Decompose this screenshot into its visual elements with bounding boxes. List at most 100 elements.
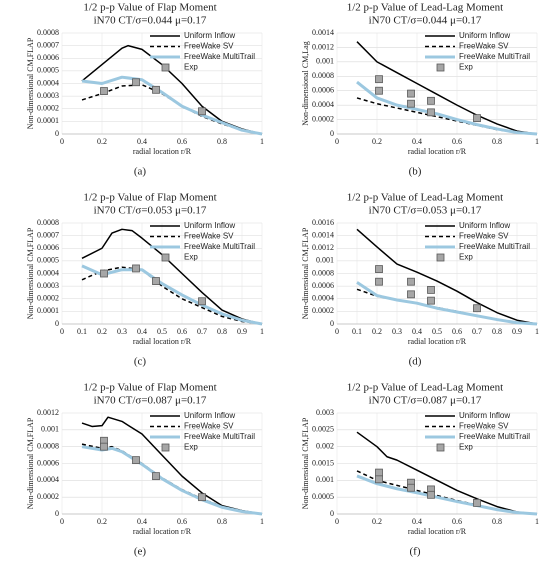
x-tick-label: 0.2 bbox=[97, 137, 107, 146]
exp-point bbox=[375, 277, 383, 286]
exp-point bbox=[132, 264, 140, 273]
y-tick-label: 0.0003 bbox=[37, 281, 59, 290]
legend-label: Uniform Inflow bbox=[184, 31, 235, 40]
y-tick-label: 0 bbox=[55, 319, 59, 328]
chart-subtitle: iN70 CT/σ=0.087 μ=0.17 bbox=[94, 395, 207, 407]
y-tick-label: 0.0012 bbox=[312, 243, 334, 252]
exp-point bbox=[427, 108, 435, 117]
series-line bbox=[356, 97, 538, 135]
legend-label: FreeWake MultiTrail bbox=[184, 242, 255, 251]
exp-point bbox=[375, 265, 383, 273]
series-line bbox=[356, 431, 538, 515]
x-tick-label: 0.6 bbox=[452, 517, 462, 526]
y-tick-label: 0.0007 bbox=[37, 40, 59, 49]
legend-label: Exp bbox=[184, 63, 198, 72]
series-line bbox=[356, 41, 538, 135]
legend-label: FreeWake MultiTrail bbox=[459, 52, 530, 61]
x-tick-label: 0.8 bbox=[217, 327, 227, 336]
y-tick-label: 0.0012 bbox=[312, 42, 334, 51]
y-tick-label: 0.0012 bbox=[37, 408, 59, 417]
chart-title: 1/2 p-p Value of Lead-Lag Moment bbox=[347, 382, 504, 394]
x-tick-label: 0.4 bbox=[412, 137, 422, 146]
chart-title: 1/2 p-p Value of Lead-Lag Moment bbox=[347, 2, 504, 14]
chart-subtitle: iN70 CT/σ=0.053 μ=0.17 bbox=[94, 205, 207, 217]
x-tick-label: 0.4 bbox=[137, 327, 147, 336]
exp-point bbox=[427, 296, 435, 305]
x-axis-label: radial location r/R bbox=[133, 147, 192, 156]
exp-point bbox=[375, 468, 383, 477]
exp-point bbox=[407, 483, 415, 492]
exp-point bbox=[427, 490, 435, 499]
x-tick-label: 0.6 bbox=[177, 327, 187, 336]
legend-swatch bbox=[161, 253, 170, 262]
caption: (e) bbox=[134, 546, 147, 558]
exp-point bbox=[152, 472, 160, 481]
x-tick-label: 0.2 bbox=[372, 327, 382, 336]
y-tick-label: 0.0002 bbox=[312, 306, 334, 315]
y-tick-label: 0.0008 bbox=[37, 28, 59, 37]
exp-point bbox=[407, 99, 415, 108]
x-axis-label: radial location r/R bbox=[133, 337, 192, 346]
legend-label: Uniform Inflow bbox=[459, 221, 510, 230]
series-line bbox=[356, 281, 538, 326]
y-tick-label: 0.0004 bbox=[312, 294, 334, 303]
series-line bbox=[81, 445, 263, 516]
exp-point bbox=[132, 78, 140, 87]
y-tick-label: 0.0008 bbox=[312, 71, 334, 80]
chart-subtitle: iN70 CT/σ=0.053 μ=0.17 bbox=[369, 205, 482, 217]
x-tick-label: 0.6 bbox=[177, 137, 187, 146]
x-tick-label: 0.9 bbox=[237, 327, 247, 336]
x-axis-label: radial location r/R bbox=[133, 527, 192, 536]
legend-label: Exp bbox=[459, 253, 473, 262]
legend-label: Exp bbox=[184, 253, 198, 262]
exp-point bbox=[427, 286, 435, 294]
x-axis-label: radial location r/R bbox=[408, 527, 467, 536]
x-tick-label: 0.4 bbox=[137, 517, 147, 526]
legend-label: FreeWake MultiTrail bbox=[184, 52, 255, 61]
y-tick-label: 0.0016 bbox=[312, 218, 334, 227]
y-tick-label: 0 bbox=[330, 129, 334, 138]
y-tick-label: 0.0005 bbox=[37, 66, 59, 75]
chart-title: 1/2 p-p Value of Flap Moment bbox=[83, 382, 216, 394]
x-tick-label: 0 bbox=[335, 327, 339, 336]
y-tick-label: 0.001 bbox=[316, 57, 334, 66]
y-tick-label: 0.0014 bbox=[312, 28, 334, 37]
x-tick-label: 1 bbox=[535, 517, 539, 526]
legend-label: Uniform Inflow bbox=[459, 411, 510, 420]
x-tick-label: 1 bbox=[260, 327, 264, 336]
exp-point bbox=[132, 456, 140, 465]
y-tick-label: 0.0001 bbox=[37, 116, 59, 125]
x-tick-label: 0.2 bbox=[372, 137, 382, 146]
x-tick-label: 0.8 bbox=[492, 517, 502, 526]
legend-label: FreeWake SV bbox=[184, 42, 234, 51]
exp-point bbox=[100, 442, 108, 451]
y-axis-label: Non-dimensional CM,FLAP bbox=[26, 417, 35, 509]
x-tick-label: 0.8 bbox=[217, 137, 227, 146]
y-tick-label: 0 bbox=[55, 509, 59, 518]
y-tick-label: 0.0025 bbox=[312, 425, 334, 434]
legend-label: FreeWake SV bbox=[459, 42, 509, 51]
y-tick-label: 0 bbox=[330, 509, 334, 518]
y-tick-label: 0.0004 bbox=[37, 475, 59, 484]
x-tick-label: 0.4 bbox=[412, 327, 422, 336]
series-line bbox=[356, 228, 538, 325]
series-line bbox=[356, 80, 538, 136]
legend-swatch bbox=[436, 253, 445, 262]
legend-label: FreeWake SV bbox=[184, 422, 234, 431]
x-tick-label: 0.7 bbox=[472, 327, 482, 336]
exp-point bbox=[375, 475, 383, 484]
legend-swatch bbox=[436, 63, 445, 72]
x-tick-label: 1 bbox=[535, 137, 539, 146]
exp-point bbox=[407, 277, 415, 286]
exp-point bbox=[152, 85, 160, 94]
x-tick-label: 0.6 bbox=[177, 517, 187, 526]
legend-label: FreeWake SV bbox=[184, 232, 234, 241]
caption: (c) bbox=[134, 356, 147, 368]
y-tick-label: 0.0008 bbox=[37, 218, 59, 227]
y-tick-label: 0.0008 bbox=[37, 441, 59, 450]
chart-title: 1/2 p-p Value of Flap Moment bbox=[83, 2, 216, 14]
